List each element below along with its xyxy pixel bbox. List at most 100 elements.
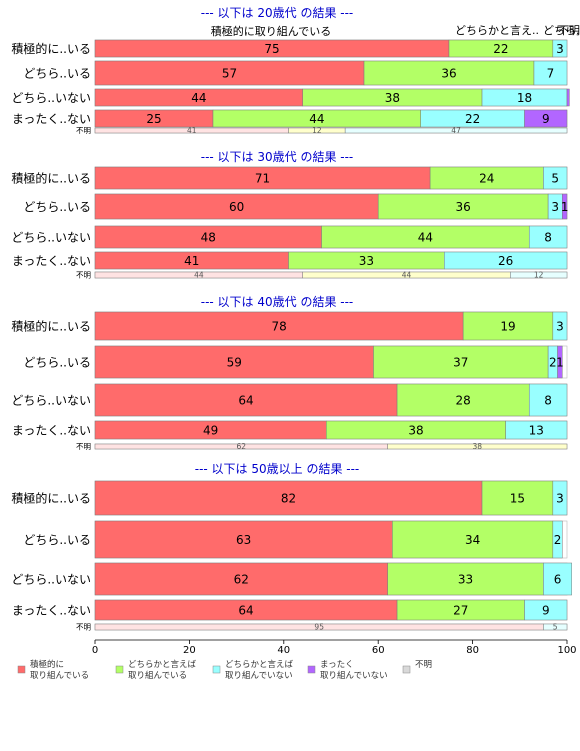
bar-segment — [566, 88, 570, 107]
bar-segment — [94, 193, 379, 220]
bar-segment — [543, 623, 568, 631]
data-label: 6 — [554, 573, 562, 587]
data-label: 18 — [517, 91, 532, 105]
bar-segment — [562, 193, 568, 220]
legend-swatch — [212, 665, 221, 674]
data-label: 13 — [529, 424, 544, 438]
data-label: 95 — [314, 623, 324, 632]
bar-segment — [392, 520, 554, 559]
bar-segment — [533, 60, 568, 86]
bar-segment — [557, 345, 563, 379]
data-label: 2 — [554, 533, 562, 547]
data-label: 44 — [309, 112, 324, 126]
row-label: まったく..ない — [12, 604, 91, 618]
data-label: 3 — [556, 42, 564, 56]
data-label: 15 — [510, 492, 525, 506]
legend-label: どちらかと言えば — [128, 659, 197, 670]
bar-segment — [94, 383, 398, 417]
data-label: 41 — [184, 254, 199, 268]
column-label: どちらかと言え.. — [455, 24, 539, 37]
data-label: 71 — [255, 172, 270, 186]
row-label: どちら..いない — [11, 91, 91, 105]
bar-segment — [396, 383, 530, 417]
data-label: 34 — [465, 533, 480, 547]
data-label: 9 — [542, 604, 550, 618]
data-label: 8 — [544, 394, 552, 408]
data-label: 19 — [500, 320, 515, 334]
row-label: 積極的に..いる — [11, 319, 91, 334]
data-label: 12 — [312, 126, 322, 135]
bar-segment — [543, 562, 572, 596]
bar-segment — [387, 562, 544, 596]
row-label: 不明 — [76, 126, 91, 135]
legend-label: 積極的に — [30, 659, 64, 670]
bar-segment — [94, 60, 365, 86]
bar-segment — [363, 60, 535, 86]
data-label: 44 — [194, 271, 204, 280]
legend-swatch — [17, 665, 26, 674]
data-label: 5 — [553, 623, 558, 632]
bar-segment — [505, 420, 568, 440]
data-label: 37 — [453, 356, 468, 370]
bar-segment — [94, 480, 483, 516]
data-label: 78 — [271, 320, 286, 334]
bar-segment — [94, 562, 388, 596]
row-label: まったく..ない — [12, 254, 91, 268]
bar-segment — [94, 520, 393, 559]
data-label: 57 — [222, 67, 237, 81]
row-label: 積極的に..いる — [11, 171, 91, 186]
legend-swatch — [307, 665, 316, 674]
row-label: どちら..いない — [11, 231, 91, 245]
legend-label: 取り組んでいる — [128, 670, 187, 681]
bar-segment — [481, 480, 554, 516]
panel-title: --- 以下は 20歳代 の結果 --- — [201, 6, 354, 20]
bar-segment — [552, 311, 568, 341]
data-label: 1 — [561, 200, 569, 214]
row-label: どちら..いない — [11, 573, 91, 587]
data-label: 41 — [187, 126, 197, 135]
data-label: 12 — [534, 271, 544, 280]
data-label: 64 — [238, 604, 253, 618]
data-label: 5 — [551, 172, 559, 186]
data-label: 28 — [456, 394, 471, 408]
bar-segment — [462, 311, 554, 341]
row-label: どちら..いない — [11, 394, 91, 408]
row-label: まったく..ない — [12, 112, 91, 126]
row-label: 不明 — [76, 271, 91, 280]
legend-swatch — [402, 665, 411, 674]
data-label: 38 — [408, 424, 423, 438]
legend-label: 取り組んでいない — [320, 670, 388, 681]
data-label: 59 — [227, 356, 242, 370]
data-label: 33 — [458, 573, 473, 587]
column-label: 不明 — [558, 24, 580, 37]
panel-title: --- 以下は 30歳代 の結果 --- — [201, 150, 354, 164]
legend-label: 取り組んでいない — [225, 670, 293, 681]
data-label: 22 — [493, 42, 508, 56]
x-tick-label: 0 — [92, 645, 98, 656]
panel-title: --- 以下は 40歳代 の結果 --- — [201, 295, 354, 309]
data-label: 47 — [451, 126, 461, 135]
legend-swatch — [115, 665, 124, 674]
data-label: 36 — [441, 67, 456, 81]
bar-segment — [94, 311, 464, 341]
row-label: 不明 — [76, 442, 91, 451]
bar-segment — [524, 109, 568, 128]
bar-segment — [524, 599, 568, 621]
data-label: 3 — [551, 200, 559, 214]
bar-segment — [552, 480, 568, 516]
row-label: 積極的に..いる — [11, 491, 91, 506]
bar-segment — [373, 345, 549, 379]
legend-label: まったく — [320, 660, 354, 670]
data-label: 24 — [479, 172, 494, 186]
data-label: 75 — [264, 42, 279, 56]
data-label: 60 — [229, 200, 244, 214]
row-label: 不明 — [76, 623, 91, 632]
bar-segment — [344, 127, 568, 134]
data-label: 7 — [547, 67, 555, 81]
data-label: 33 — [359, 254, 374, 268]
data-label: 27 — [453, 604, 468, 618]
panel-title: --- 以下は 50歳以上 の結果 --- — [195, 462, 360, 476]
data-label: 36 — [456, 200, 471, 214]
data-label: 9 — [542, 112, 550, 126]
